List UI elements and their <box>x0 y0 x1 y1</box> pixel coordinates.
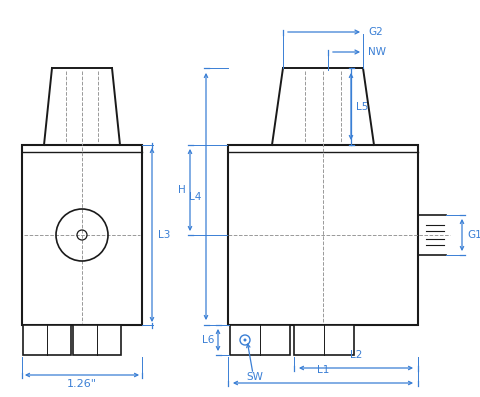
Text: SW: SW <box>247 372 264 382</box>
Text: L2: L2 <box>350 350 362 360</box>
Text: L3: L3 <box>158 230 170 240</box>
Text: G1: G1 <box>467 230 480 240</box>
Bar <box>22 145 142 325</box>
Text: L5: L5 <box>356 102 368 112</box>
Text: G2: G2 <box>368 27 383 37</box>
Circle shape <box>243 339 247 341</box>
Bar <box>230 325 290 355</box>
Bar <box>294 325 354 355</box>
Bar <box>73 325 121 355</box>
Text: L4: L4 <box>189 191 201 202</box>
Text: L6: L6 <box>202 335 214 345</box>
Text: NW: NW <box>368 47 386 57</box>
Bar <box>228 145 418 325</box>
Text: L1: L1 <box>317 365 329 375</box>
Bar <box>23 325 71 355</box>
Text: 1.26": 1.26" <box>67 379 97 389</box>
Text: H: H <box>178 185 186 195</box>
